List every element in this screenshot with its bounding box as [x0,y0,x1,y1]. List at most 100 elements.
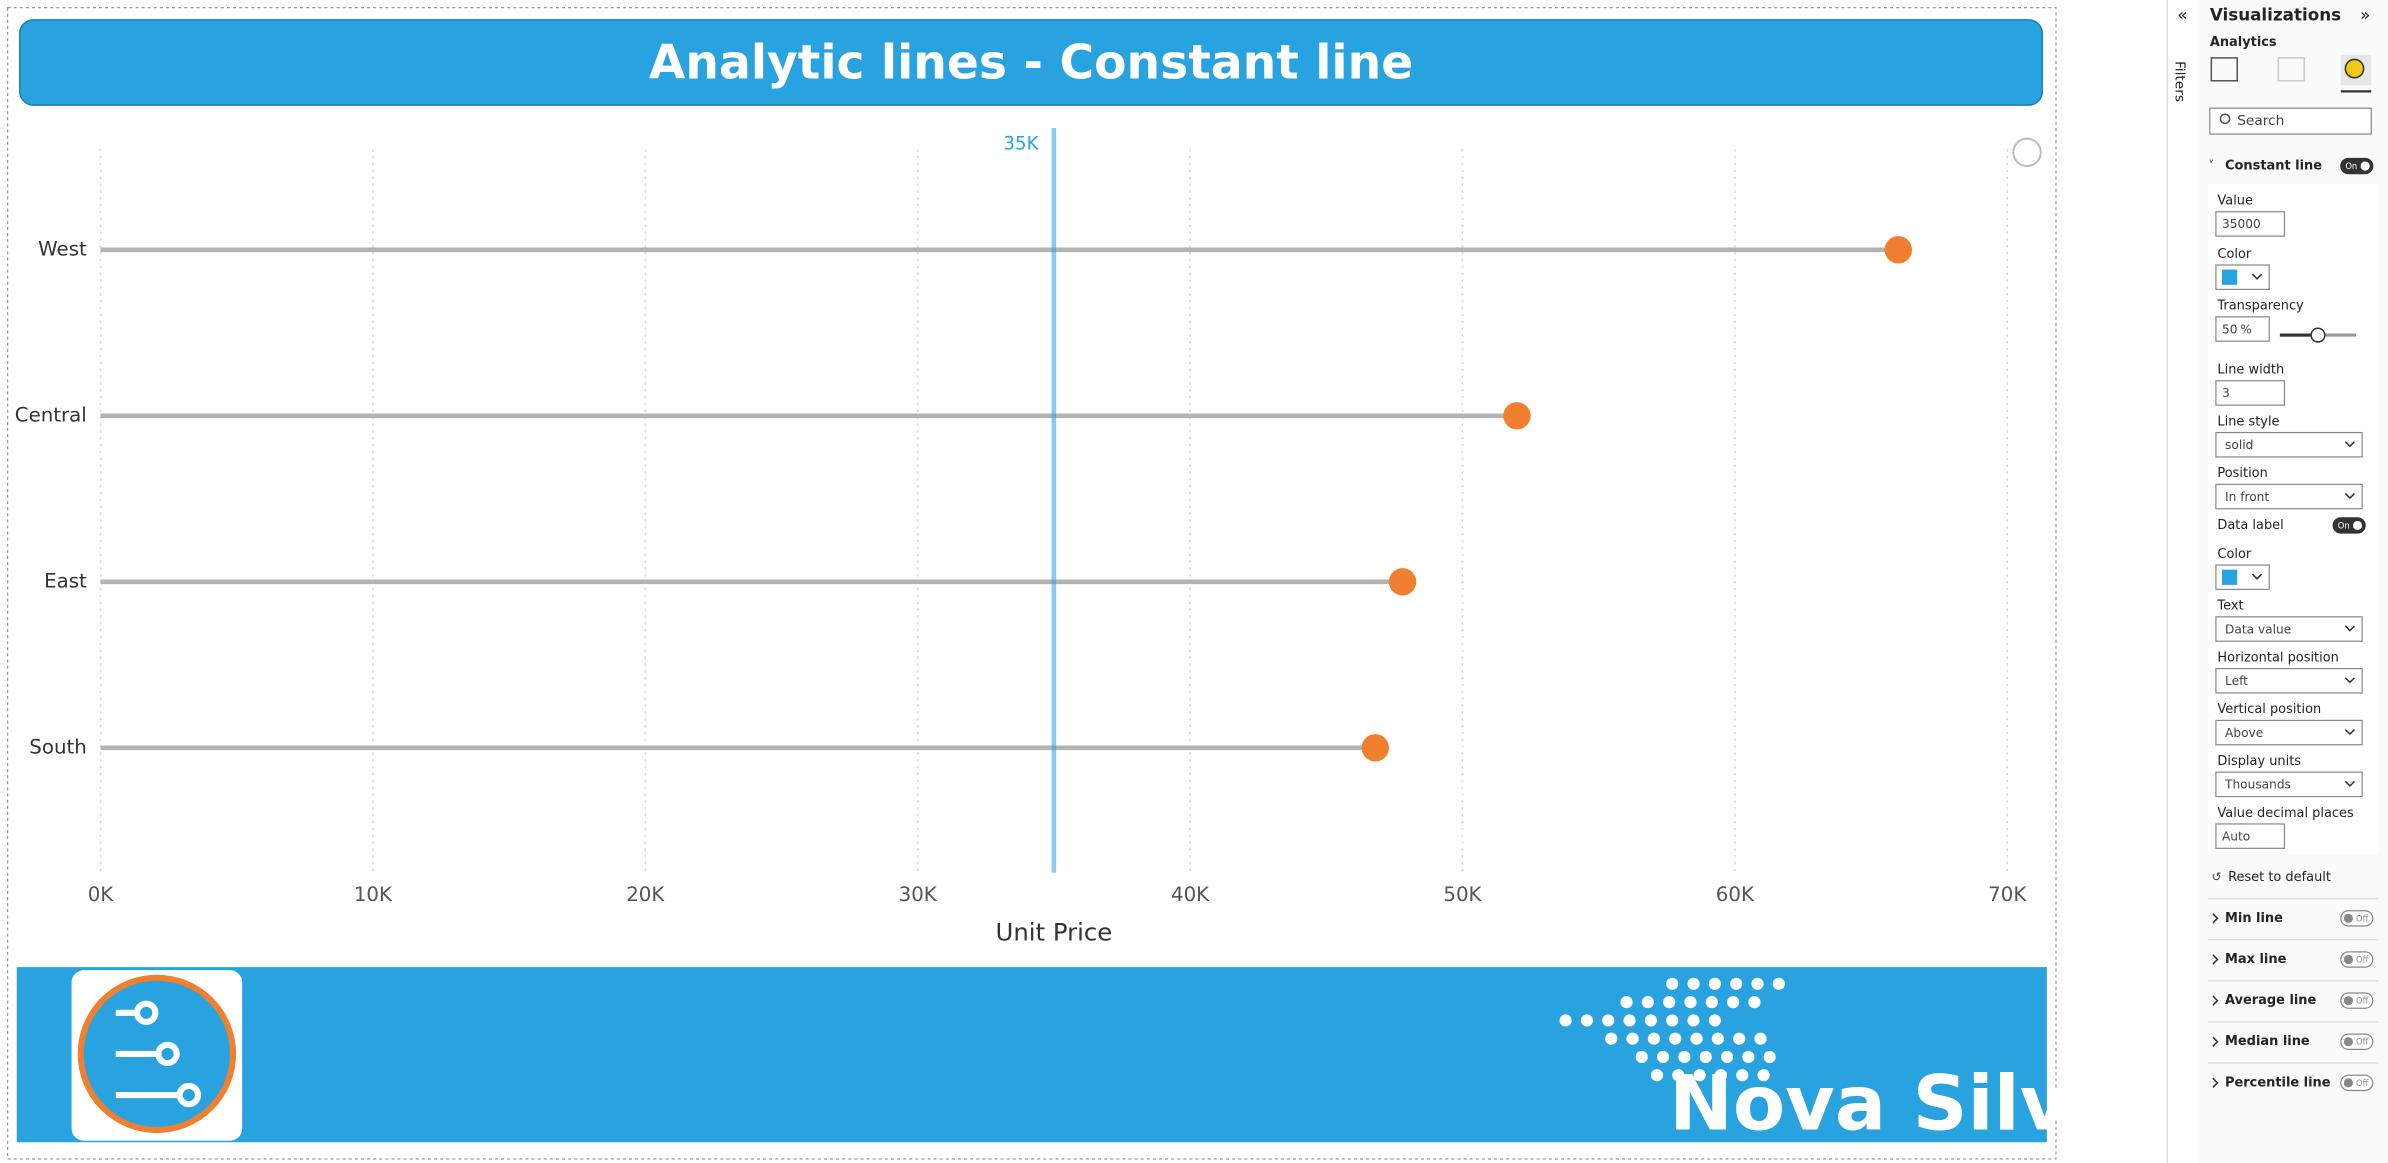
constant-line-label: 35K [1003,134,1039,155]
x-tick-label: 30K [899,883,938,906]
data-label-label: Data label [2217,518,2283,533]
name[interactable]: Average line [2225,993,2316,1008]
dropdown[interactable] [2215,668,2363,694]
search-box[interactable] [2209,107,2372,135]
chevron [2212,1077,2219,1088]
dot [1503,402,1531,430]
brand-dot [1763,1050,1776,1064]
input[interactable] [2215,823,2286,849]
brand-dot [1772,977,1785,990]
dropdown-arrow [2344,728,2356,736]
toggle-knob [2343,1037,2353,1047]
x-tick-label: 50K [1443,883,1482,906]
units: Thousands [2224,778,2291,792]
dropdown-arrow [2251,273,2263,280]
state: Off [2356,954,2369,964]
y-tick-label: South [29,735,87,758]
logo-icon [115,1000,202,1108]
search: Search [2237,113,2284,129]
brand-dot [1650,1069,1664,1082]
build-icon[interactable] [2210,57,2238,82]
name[interactable]: Min line [2225,911,2283,926]
color-swatch [2221,569,2238,585]
brand-dot [1690,1032,1703,1045]
collapse-icon[interactable]: « [2177,4,2187,24]
y-tick-label: Central [15,403,87,426]
reset-icon: ↺ [2211,870,2221,884]
reset[interactable]: Reset to default [2228,870,2331,885]
brand-dot [1666,1014,1679,1027]
x-axis-title: Unit Price [996,918,1113,947]
line-width: 3 [2222,386,2230,400]
dropdown[interactable] [2215,431,2363,458]
dropdown[interactable] [2215,483,2363,510]
dropdown[interactable] [2215,616,2363,642]
transparency-label: Transparency [2216,299,2304,314]
input[interactable] [2215,316,2270,342]
brand-dot [1687,1014,1700,1027]
brand-dot [1751,977,1764,990]
brand-dot [1720,1050,1734,1064]
text-label: Text [2216,599,2243,614]
state: Off [2356,1037,2369,1047]
dot [1884,236,1913,264]
visual-frame [7,7,2057,1160]
brand-dot [1602,1014,1615,1027]
position: In front [2225,490,2269,504]
dot [1361,734,1390,762]
x-tick-label: 10K [354,883,393,906]
brand-dot [1605,1032,1618,1045]
dropdown-arrow [2344,625,2356,632]
format-icon[interactable] [2277,57,2305,82]
x-tick-label: 70K [1988,883,2027,906]
brand-dot [1757,1069,1770,1082]
dropdown-arrow [2344,677,2356,684]
brand-dot [1733,1032,1746,1045]
state: Off [2356,996,2369,1006]
brand-dot [1641,996,1654,1009]
x-tick-label: 60K [1716,883,1755,906]
brand-dot [1736,1069,1749,1082]
expand-icon[interactable]: » [2360,4,2370,24]
percent: % [2240,322,2252,336]
input[interactable] [2215,380,2286,406]
position-label: Position [2217,466,2267,481]
line-style: solid [2225,438,2253,452]
dropdown[interactable] [2215,771,2363,798]
brand-dot [1711,1032,1724,1045]
line-width-label: Line width [2217,363,2284,378]
input[interactable] [2215,211,2286,237]
name[interactable]: Max line [2225,952,2287,967]
filters-tab[interactable]: Filters [2171,61,2187,102]
tab: Analytics [2210,35,2277,50]
brand-dot [1663,996,1676,1009]
chevron [2212,1036,2219,1047]
section-state: On [2345,161,2357,171]
x-tick-label: 40K [1171,883,1210,906]
brand-dot [1699,1050,1712,1064]
dropdown-arrow [2251,573,2263,580]
search-icon [2219,113,2231,125]
dropdown[interactable] [2215,719,2363,746]
chevron [2212,913,2219,924]
name[interactable]: Median line [2225,1034,2310,1049]
dot [1388,568,1417,596]
brand-dot [1635,1050,1648,1064]
state: Off [2356,1078,2369,1088]
y-tick-label: West [38,237,87,260]
info-icon[interactable] [2012,137,2042,168]
brand-dot [1705,996,1718,1009]
brand-dot [1754,1032,1767,1045]
brand-dot [1687,977,1700,990]
brand-dot [1678,1050,1691,1064]
units-label: Display units [2217,754,2301,769]
section[interactable]: Constant line [2225,159,2322,174]
text: Data value [2225,622,2291,636]
name[interactable]: Percentile line [2225,1075,2331,1090]
dropdown-arrow [2344,492,2356,500]
slider-knob[interactable] [2310,327,2326,343]
brand-dot [1684,996,1697,1009]
toggle-knob [2343,996,2353,1006]
transparency: 50 [2222,322,2238,336]
brand-dot [1580,1014,1594,1027]
